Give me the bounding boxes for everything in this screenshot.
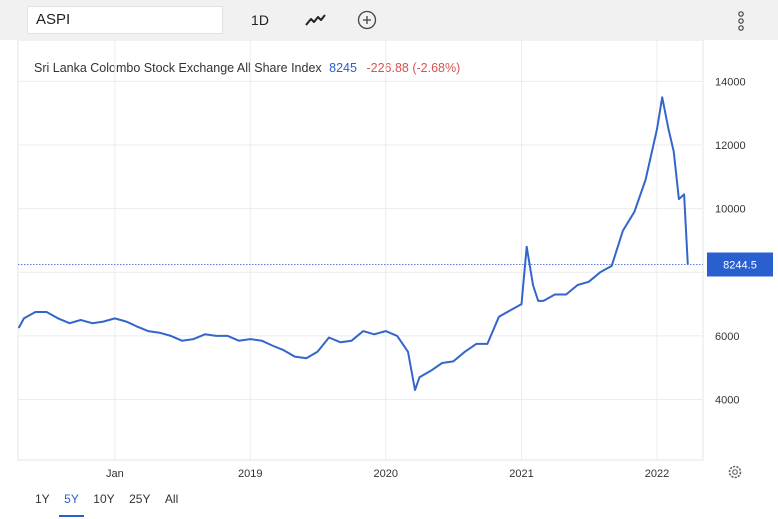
symbol-input[interactable]: ASPI [27, 6, 223, 34]
last-price: 8245 [329, 61, 357, 75]
index-name: Sri Lanka Colombo Stock Exchange All Sha… [34, 61, 322, 75]
range-1y[interactable]: 1Y [35, 492, 50, 506]
y-tick-label: 10000 [715, 204, 746, 216]
gear-icon [728, 465, 742, 479]
x-tick-label: 2020 [373, 468, 397, 480]
x-tick-label: 2021 [509, 468, 533, 480]
compare-button[interactable] [355, 8, 379, 32]
chart-type-button[interactable] [301, 8, 329, 32]
range-selector: 1Y 5Y 10Y 25Y All [30, 489, 183, 517]
chart-header: Sri Lanka Colombo Stock Exchange All Sha… [34, 61, 460, 75]
series-line-0 [17, 96, 689, 391]
y-tick-label: 14000 [715, 76, 746, 88]
range-10y[interactable]: 10Y [93, 492, 115, 506]
x-tick-label: 2022 [645, 468, 669, 480]
plus-circle-icon [357, 10, 377, 30]
last-value-badge [707, 252, 773, 277]
settings-button[interactable] [726, 463, 744, 481]
vertical-dots-icon [738, 11, 744, 31]
price-change: -226.88 (-2.68%) [366, 61, 461, 75]
x-tick-label: 2019 [238, 468, 262, 480]
line-chart-icon [305, 14, 326, 26]
x-tick-label: Jan [106, 468, 124, 480]
y-tick-label: 6000 [715, 331, 739, 343]
range-all[interactable]: All [164, 492, 179, 506]
plot-border [17, 40, 704, 461]
last-value-label: 8244.5 [723, 259, 757, 271]
range-5y[interactable]: 5Y [59, 489, 84, 517]
menu-button[interactable] [733, 8, 749, 34]
range-25y[interactable]: 25Y [129, 492, 151, 506]
price-chart[interactable]: 400060008000100001200014000Jan2019202020… [0, 40, 778, 485]
y-tick-label: 12000 [715, 140, 746, 152]
interval-button[interactable]: 1D [251, 12, 269, 28]
toolbar: ASPI 1D [0, 0, 778, 40]
y-tick-label: 4000 [715, 395, 739, 407]
